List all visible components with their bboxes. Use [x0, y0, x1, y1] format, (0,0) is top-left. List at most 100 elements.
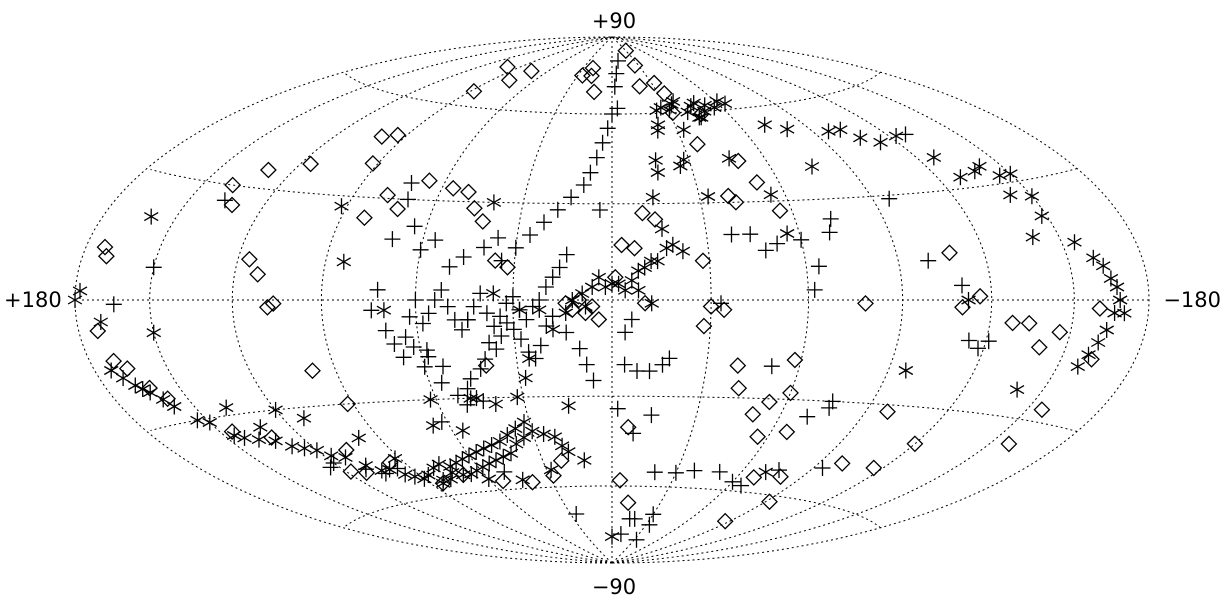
plus-point: [420, 305, 437, 322]
diamond-point: [486, 252, 504, 270]
plus-point: [711, 463, 728, 480]
asterisk-point: [604, 275, 620, 292]
plus-point: [537, 279, 554, 295]
diamond-point: [631, 77, 649, 95]
diamond-point: [1091, 300, 1109, 317]
diamond-point: [695, 317, 713, 335]
asterisk-point: [516, 414, 532, 431]
asterisk-point: [577, 452, 592, 469]
plus-point: [384, 231, 401, 248]
asterisk-point: [833, 121, 848, 138]
plus-point: [591, 202, 608, 218]
asterisk-point: [654, 220, 670, 237]
plus-point: [724, 473, 741, 490]
asterisk-point: [700, 188, 716, 205]
plus-point: [325, 455, 342, 471]
diamond-point: [633, 204, 651, 222]
plus-point: [799, 408, 816, 425]
diamond-point: [606, 268, 624, 286]
diamond-point: [524, 473, 541, 491]
diamond-point: [749, 428, 767, 446]
plus-point: [505, 321, 522, 338]
plus-point: [511, 301, 528, 318]
diamond-point: [716, 512, 734, 530]
asterisk-point: [873, 134, 888, 151]
plus-point: [616, 356, 633, 373]
asterisk-point: [146, 324, 162, 341]
asterisk-point: [1112, 292, 1128, 308]
plus-point: [403, 175, 420, 191]
plus-point: [492, 308, 509, 325]
plus-point: [960, 332, 977, 349]
plus-point: [449, 387, 466, 404]
asterisk-point: [425, 417, 441, 434]
diamond-point: [355, 209, 373, 227]
plus-point: [544, 308, 561, 325]
diamond-point: [613, 236, 631, 254]
plus-point: [578, 356, 595, 373]
diamond-point: [118, 360, 136, 378]
plus-point: [406, 218, 423, 235]
asterisk-point: [653, 99, 669, 116]
plus-point: [641, 516, 658, 533]
plus-point: [608, 65, 625, 82]
asterisk-point: [645, 189, 661, 206]
diamond-point: [89, 322, 107, 340]
diamond-point: [342, 463, 360, 481]
asterisk-point: [561, 397, 576, 414]
diamond-point: [577, 304, 594, 322]
diamond-point: [636, 294, 654, 312]
asterisk-point: [536, 426, 551, 442]
asterisk-point: [484, 437, 499, 453]
plus-point: [486, 318, 503, 335]
diamond-point: [249, 265, 267, 283]
asterisk-point: [218, 399, 234, 416]
plus-point: [626, 510, 643, 527]
plus-point: [623, 311, 640, 328]
plus-point: [412, 241, 429, 258]
diamond-point: [339, 395, 357, 413]
plus-point: [462, 370, 479, 387]
asterisk-point: [510, 389, 525, 406]
diamond-point: [744, 405, 762, 423]
asterisk-point: [665, 93, 681, 110]
plus-point: [441, 258, 458, 275]
plus-point: [793, 231, 810, 248]
plus-point: [645, 506, 662, 523]
asterisk-point: [93, 314, 109, 330]
asterisk-point: [499, 427, 515, 443]
asterisk-point: [407, 468, 423, 485]
plus-point: [646, 464, 663, 481]
diamond-point: [381, 453, 399, 471]
plus-point: [476, 239, 492, 256]
diamond-point: [761, 493, 778, 511]
plus-point: [433, 374, 450, 391]
asterisk-point: [190, 412, 205, 429]
plus-point: [609, 400, 626, 417]
asterisk-point: [1099, 322, 1115, 338]
asterisk-point: [637, 259, 653, 276]
asterisk-point: [717, 95, 733, 112]
plus-point: [723, 226, 740, 243]
asterisk-point: [1024, 188, 1040, 205]
diamond-point: [1004, 314, 1022, 332]
plus-point: [821, 399, 838, 416]
asterisk-point: [237, 429, 252, 446]
asterisk-point: [309, 442, 325, 459]
asterisk-point: [821, 123, 836, 140]
diamond-point: [494, 472, 512, 490]
plus-point: [686, 462, 703, 479]
diamond-point: [570, 291, 588, 309]
plus-point: [524, 298, 541, 315]
diamond-point: [105, 352, 123, 370]
plus-point: [420, 348, 437, 365]
asterisk-point: [1086, 249, 1101, 266]
label-right-longitude: −180: [1163, 288, 1221, 312]
diamond-point: [379, 186, 397, 204]
diamond-point: [444, 179, 462, 197]
diamond-point: [1051, 323, 1069, 341]
diamond-point: [465, 199, 483, 217]
asterisk-point: [558, 305, 574, 321]
asterisk-point: [664, 96, 679, 113]
asterisk-point: [779, 225, 795, 242]
